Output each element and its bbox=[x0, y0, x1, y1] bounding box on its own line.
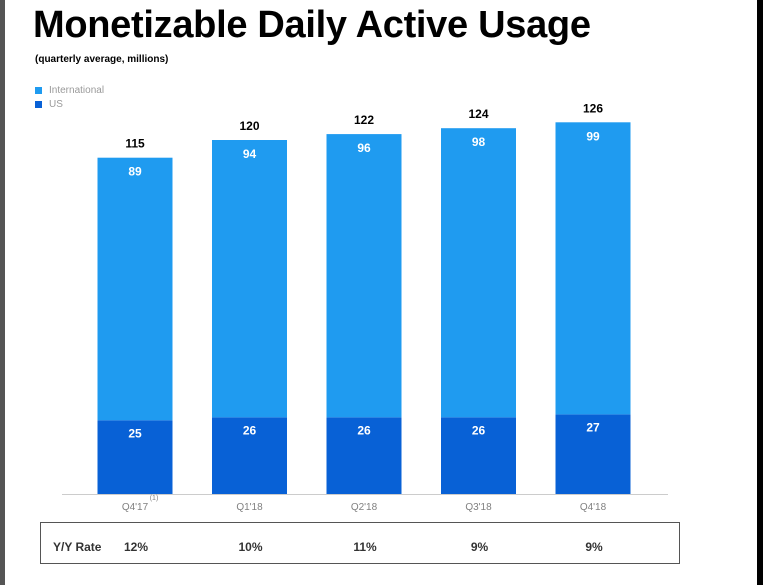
page-subtitle: (quarterly average, millions) bbox=[35, 54, 169, 65]
yy-rate-value-4: 9% bbox=[585, 540, 603, 554]
bar-us-0 bbox=[97, 420, 173, 494]
yy-rate-value-0: 12% bbox=[123, 540, 149, 554]
x-tick-label-0: Q4'17 bbox=[122, 502, 149, 513]
legend-swatch-international bbox=[35, 87, 42, 94]
bar-international-4 bbox=[555, 122, 631, 415]
data-label-international-3: 98 bbox=[472, 135, 486, 149]
yy-rate-table: Y/Y Rate 12% 10% 11% 9% 9% bbox=[40, 522, 680, 564]
bar-us-2 bbox=[326, 417, 402, 494]
x-tick-label-1: Q1'18 bbox=[236, 502, 263, 513]
bar-international-1 bbox=[212, 140, 287, 418]
page-title: Monetizable Daily Active Usage bbox=[33, 4, 591, 46]
data-label-international-1: 94 bbox=[243, 147, 257, 161]
legend-item-international: International bbox=[35, 84, 104, 97]
bar-us-1 bbox=[212, 417, 287, 494]
data-label-total-1: 120 bbox=[239, 119, 259, 133]
x-tick-label-3: Q3'18 bbox=[465, 502, 492, 513]
legend-swatch-us bbox=[35, 101, 42, 108]
left-edge-rule bbox=[0, 0, 5, 585]
bar-international-3 bbox=[441, 128, 516, 418]
bar-us-3 bbox=[441, 417, 516, 494]
x-tick-label-2: Q2'18 bbox=[351, 502, 378, 513]
data-label-total-4: 126 bbox=[583, 101, 603, 115]
data-label-us-3: 26 bbox=[472, 423, 486, 437]
data-label-international-0: 89 bbox=[128, 165, 142, 179]
yy-rate-value-1: 10% bbox=[238, 540, 263, 554]
bar-us-4 bbox=[555, 414, 631, 494]
data-label-us-1: 26 bbox=[243, 423, 257, 437]
legend-label-international: International bbox=[49, 85, 105, 96]
data-label-us-0: 25 bbox=[128, 426, 142, 440]
data-label-total-0: 115 bbox=[125, 137, 145, 151]
legend-item-us: US bbox=[35, 98, 104, 111]
data-label-international-2: 96 bbox=[357, 141, 371, 155]
right-edge-rule bbox=[757, 0, 763, 585]
yy-rate-label: Y/Y Rate bbox=[53, 540, 102, 554]
legend-label-us: US bbox=[49, 99, 63, 110]
x-tick-footnote-0: (1) bbox=[150, 495, 159, 502]
data-label-us-2: 26 bbox=[357, 423, 371, 437]
bar-international-0 bbox=[97, 157, 173, 421]
x-tick-label-4: Q4'18 bbox=[580, 502, 607, 513]
yy-rate-value-3: 9% bbox=[470, 540, 489, 554]
data-label-total-2: 122 bbox=[354, 113, 374, 127]
yy-rate-value-2: 11% bbox=[353, 540, 377, 554]
data-label-international-4: 99 bbox=[586, 129, 600, 143]
data-label-us-4: 27 bbox=[586, 420, 600, 434]
bar-chart: 25 89 115 Q4'17(1) 26 94 120 Q1'18 26 96 122 Q2'18 2… bbox=[62, 101, 668, 513]
chart-legend: International US bbox=[35, 84, 104, 112]
bar-international-2 bbox=[326, 134, 402, 418]
data-label-total-3: 124 bbox=[468, 107, 488, 121]
